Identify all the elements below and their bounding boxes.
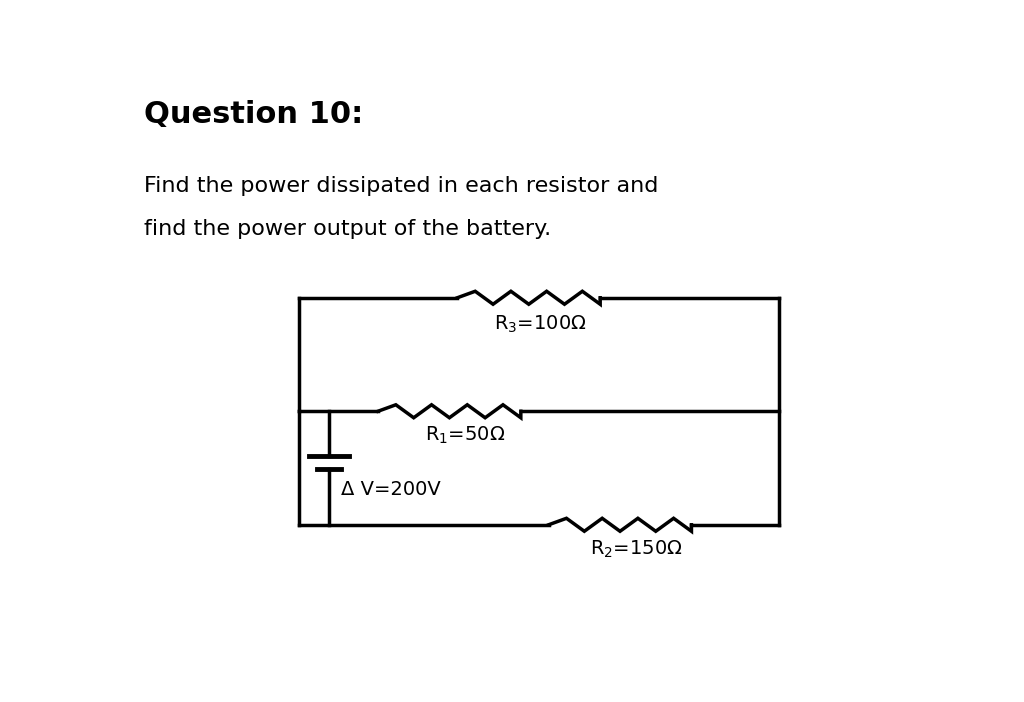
Text: R$_1$=50Ω: R$_1$=50Ω [425, 425, 506, 446]
Text: R$_3$=100Ω: R$_3$=100Ω [495, 314, 587, 336]
Text: Find the power dissipated in each resistor and: Find the power dissipated in each resist… [143, 176, 658, 196]
Text: Question 10:: Question 10: [143, 100, 364, 129]
Text: Δ V=200V: Δ V=200V [341, 480, 440, 499]
Text: find the power output of the battery.: find the power output of the battery. [143, 219, 551, 239]
Text: R$_2$=150Ω: R$_2$=150Ω [590, 538, 682, 559]
